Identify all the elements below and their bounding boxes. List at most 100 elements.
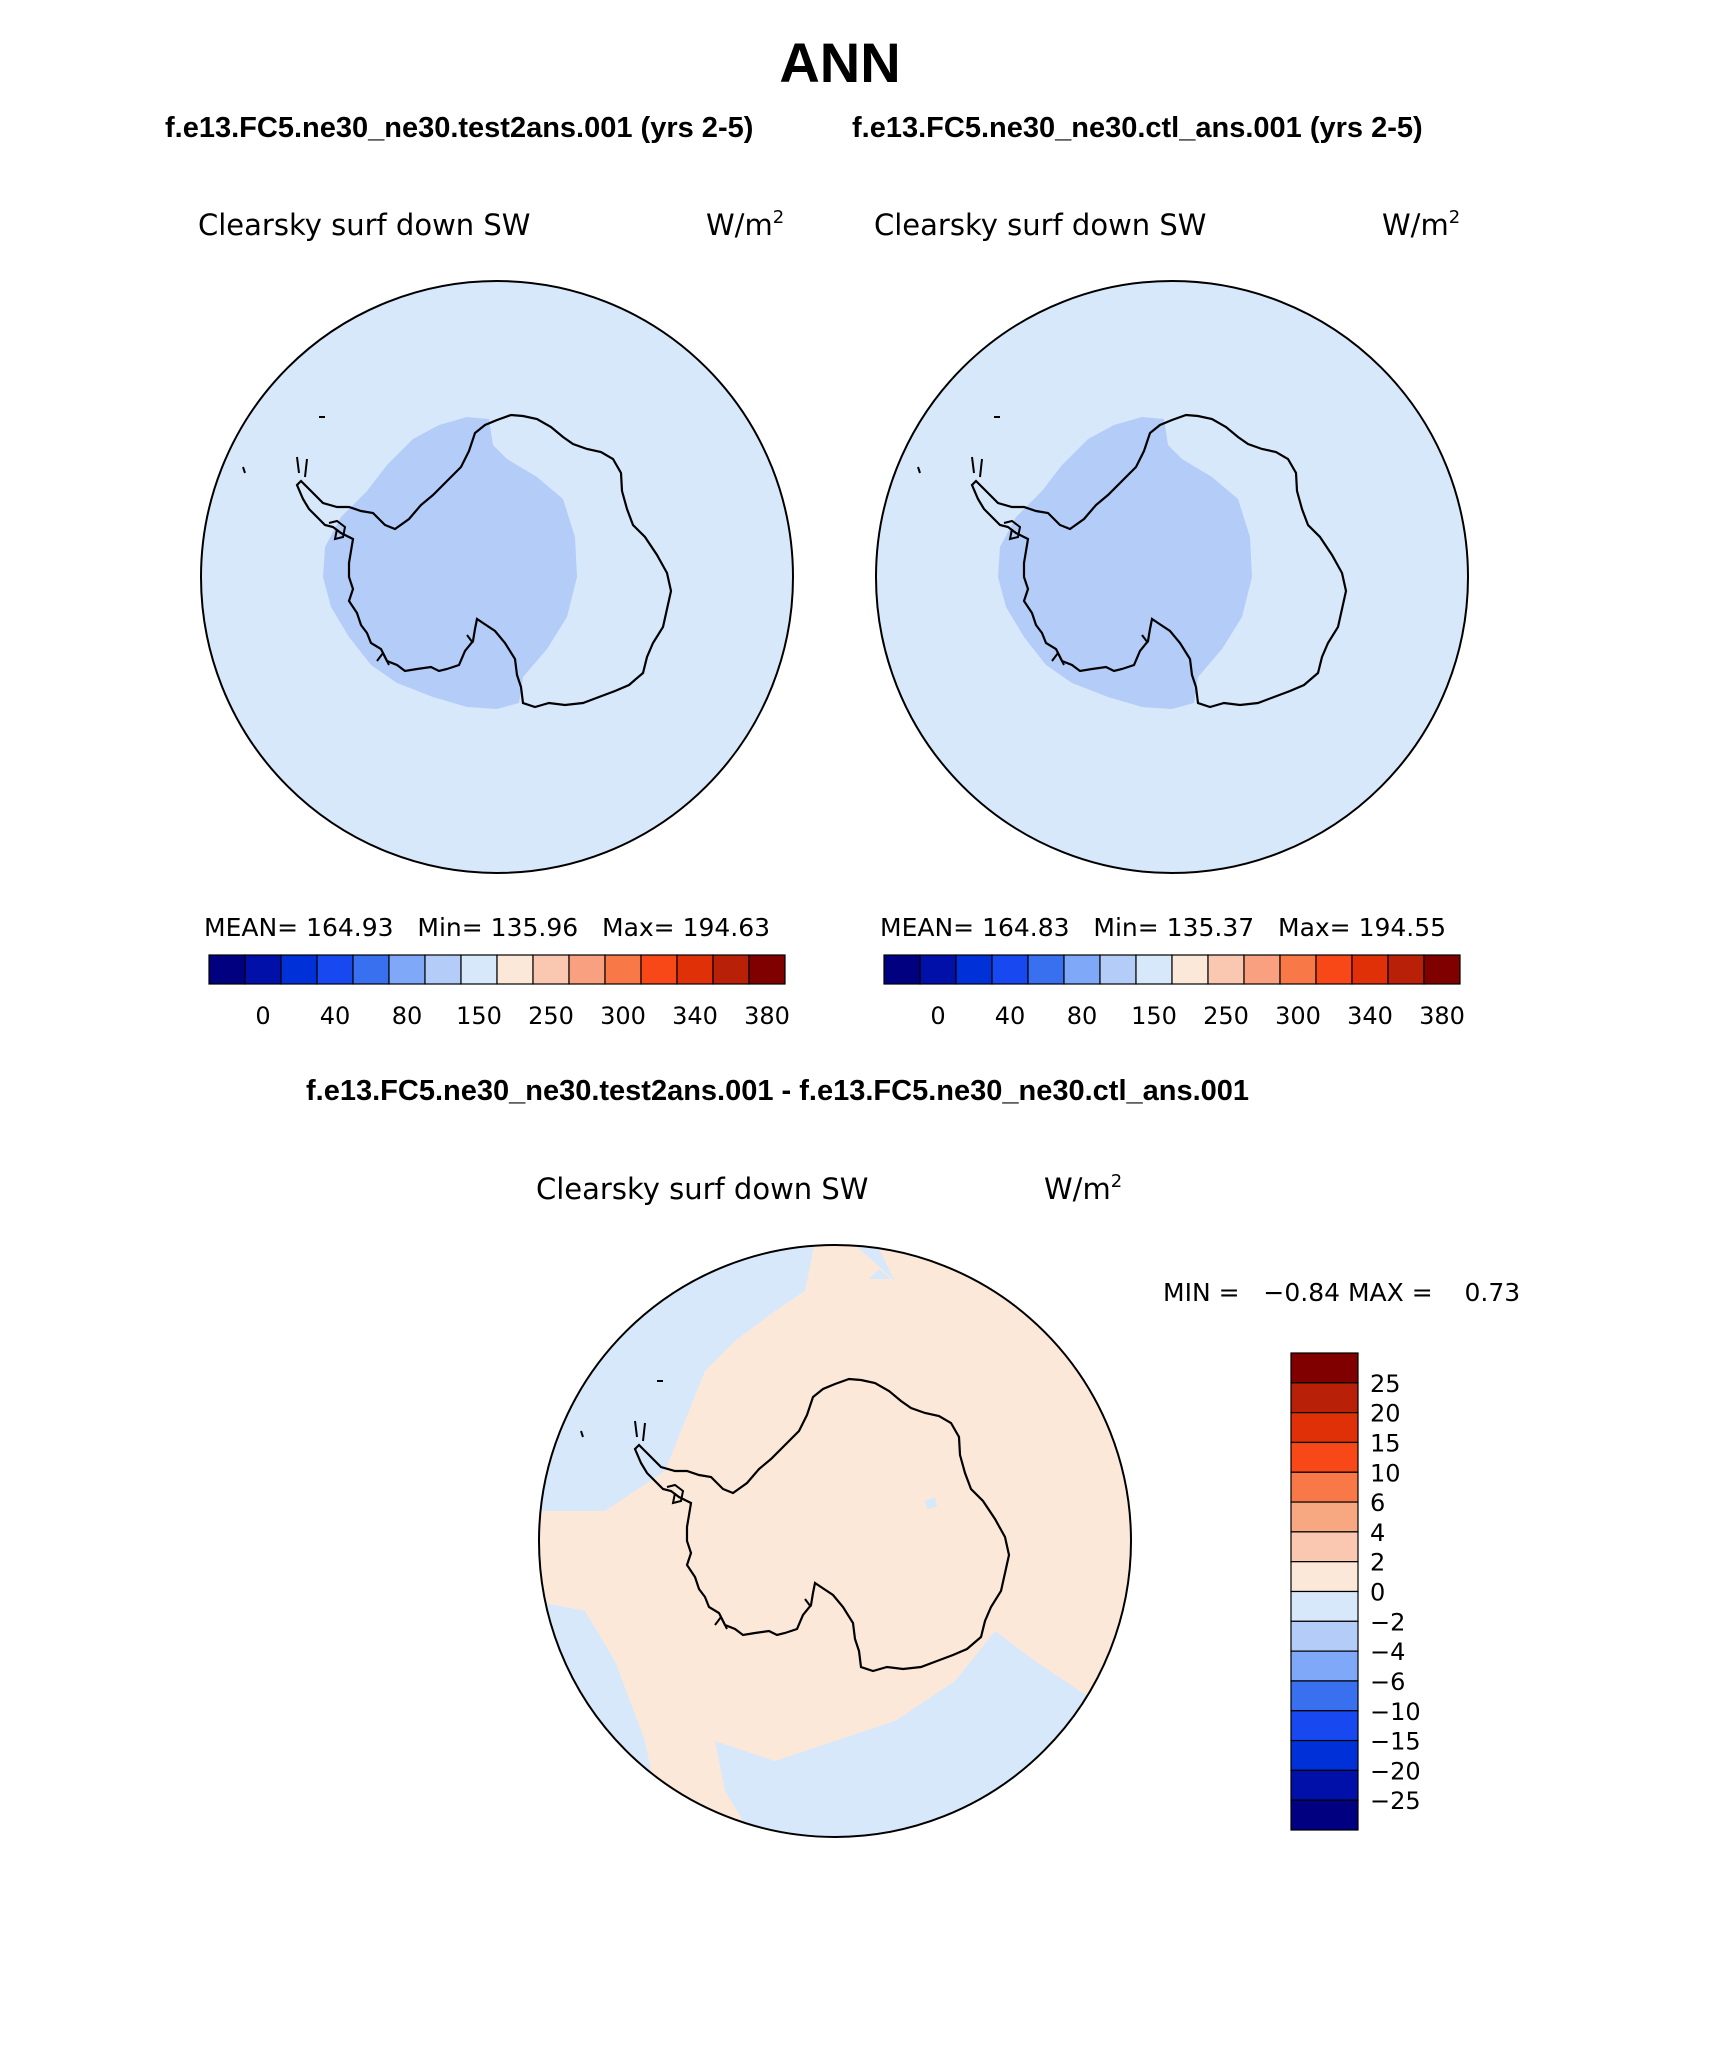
ctl-colorbar-swatch	[1243, 954, 1281, 985]
diff-colorbar-swatch	[1290, 1739, 1359, 1771]
diff-colorbar-tick-label: −10	[1370, 1698, 1421, 1726]
diff-colorbar-tick-label: −25	[1370, 1787, 1421, 1815]
diff-colorbar-swatch	[1290, 1710, 1359, 1742]
diff-colorbar-swatch	[1290, 1561, 1359, 1593]
diff-variable-label: Clearsky surf down SW	[536, 1172, 869, 1206]
ctl-units-label: W/m2	[1382, 207, 1461, 242]
ctl-min-label: Min=	[1093, 913, 1159, 942]
ctl-colorbar-swatch	[883, 954, 921, 985]
ctl-colorbar-swatch	[1063, 954, 1101, 985]
diff-colorbar-swatch	[1290, 1382, 1359, 1414]
diff-colorbar-swatch	[1290, 1650, 1359, 1682]
diff-map-negative-patch-inland	[925, 1497, 937, 1509]
test-colorbar-swatch	[496, 954, 534, 985]
ctl-colorbar-tick-label: 80	[1067, 1002, 1098, 1030]
test-variable-label: Clearsky surf down SW	[198, 208, 531, 242]
diff-map	[538, 1244, 1132, 1838]
test-colorbar-swatch	[676, 954, 714, 985]
test-colorbar-swatch	[424, 954, 462, 985]
test-colorbar-swatch	[712, 954, 750, 985]
diff-colorbar-swatch	[1290, 1620, 1359, 1652]
test-colorbar-tick-label: 340	[672, 1002, 718, 1030]
ctl-colorbar-tick-label: 300	[1275, 1002, 1321, 1030]
test-mean-label: MEAN=	[204, 913, 299, 942]
ctl-colorbar-swatch	[1315, 954, 1353, 985]
ctl-colorbar-tick-label: 40	[995, 1002, 1026, 1030]
ctl-colorbar-swatch	[1279, 954, 1317, 985]
test-colorbar-swatch	[640, 954, 678, 985]
test-min-value: 135.96	[490, 913, 579, 942]
test-map	[200, 280, 794, 874]
test-colorbar-swatch	[208, 954, 246, 985]
ctl-stats: MEAN= 164.83 Min= 135.37 Max= 194.55	[880, 913, 1446, 942]
diff-colorbar-swatch	[1290, 1441, 1359, 1473]
test-max-value: 194.63	[682, 913, 771, 942]
test-colorbar-swatch	[460, 954, 498, 985]
test-colorbar: 0 40 80 150 250 300 340 380	[208, 954, 790, 1030]
diff-colorbar-swatch	[1290, 1799, 1359, 1831]
diff-colorbar-tick-label: 15	[1370, 1429, 1401, 1457]
diff-colorbar-swatch	[1290, 1590, 1359, 1622]
diff-map-negative-patch-north	[855, 1245, 895, 1281]
test-colorbar-swatch	[388, 954, 426, 985]
test-mean-value: 164.93	[306, 913, 394, 942]
diff-colorbar-tick-label: −15	[1370, 1728, 1421, 1756]
ctl-colorbar-swatch	[991, 954, 1029, 985]
test-colorbar-tick-label: 40	[320, 1002, 351, 1030]
diff-colorbar-tick-label: 20	[1370, 1400, 1401, 1428]
test-colorbar-swatch	[352, 954, 390, 985]
ctl-colorbar-swatch	[919, 954, 957, 985]
ctl-colorbar-swatch	[1171, 954, 1209, 985]
ctl-case-title: f.e13.FC5.ne30_ne30.ctl_ans.001 (yrs 2-5…	[852, 112, 1423, 144]
diff-colorbar-tick-label: 2	[1370, 1549, 1385, 1577]
test-colorbar-swatch	[280, 954, 318, 985]
test-colorbar-tick-label: 80	[392, 1002, 423, 1030]
ctl-colorbar-swatch	[1135, 954, 1173, 985]
ctl-colorbar-tick-label: 0	[930, 1002, 945, 1030]
diff-colorbar-swatch	[1290, 1531, 1359, 1563]
test-colorbar-swatch	[532, 954, 570, 985]
ctl-colorbar-swatch	[955, 954, 993, 985]
diff-colorbar-swatch	[1290, 1471, 1359, 1503]
ctl-mean-label: MEAN=	[880, 913, 975, 942]
ctl-map	[875, 280, 1469, 874]
ctl-colorbar-tick-label: 250	[1203, 1002, 1249, 1030]
diff-colorbar-swatch	[1290, 1412, 1359, 1444]
diff-colorbar-swatch	[1290, 1769, 1359, 1801]
ctl-colorbar-swatch	[1207, 954, 1245, 985]
test-colorbar-swatch	[604, 954, 642, 985]
diff-min-label: MIN =	[1163, 1278, 1240, 1307]
diff-units-label: W/m2	[1044, 1171, 1123, 1206]
test-units-label: W/m2	[706, 207, 785, 242]
diff-max-label: MAX =	[1347, 1278, 1433, 1307]
ctl-variable-label: Clearsky surf down SW	[874, 208, 1207, 242]
ctl-colorbar: 0 40 80 150 250 300 340 380	[883, 954, 1465, 1030]
test-colorbar-tick-label: 380	[744, 1002, 790, 1030]
ctl-colorbar-swatch	[1351, 954, 1389, 985]
diff-colorbar-tick-label: 0	[1370, 1579, 1385, 1607]
diff-colorbar-tick-label: −20	[1370, 1757, 1421, 1785]
diff-colorbar-swatch	[1290, 1680, 1359, 1712]
diff-colorbar-tick-label: 25	[1370, 1370, 1401, 1398]
test-max-label: Max=	[602, 913, 675, 942]
diff-colorbar-swatch	[1290, 1352, 1359, 1384]
diff-colorbar-tick-label: 6	[1370, 1489, 1385, 1517]
diff-colorbar-tick-label: −2	[1370, 1608, 1405, 1636]
diff-min-value: −0.84	[1263, 1278, 1341, 1307]
diff-colorbar-tick-label: 10	[1370, 1459, 1401, 1487]
test-case-title: f.e13.FC5.ne30_ne30.test2ans.001 (yrs 2-…	[165, 112, 754, 144]
test-colorbar-swatch	[568, 954, 606, 985]
ctl-colorbar-swatch	[1423, 954, 1461, 985]
diff-colorbar-tick-label: −4	[1370, 1638, 1405, 1666]
test-colorbar-tick-label: 150	[456, 1002, 502, 1030]
diff-colorbar-tick-label: −6	[1370, 1668, 1405, 1696]
ctl-colorbar-tick-label: 150	[1131, 1002, 1177, 1030]
ctl-max-label: Max=	[1278, 913, 1351, 942]
ctl-colorbar-swatch	[1387, 954, 1425, 985]
diff-stats: MIN = −0.84 MAX = 0.73	[1163, 1278, 1520, 1307]
test-colorbar-swatch	[244, 954, 282, 985]
test-colorbar-tick-label: 250	[528, 1002, 574, 1030]
diff-case-title: f.e13.FC5.ne30_ne30.test2ans.001 - f.e13…	[306, 1075, 1250, 1107]
